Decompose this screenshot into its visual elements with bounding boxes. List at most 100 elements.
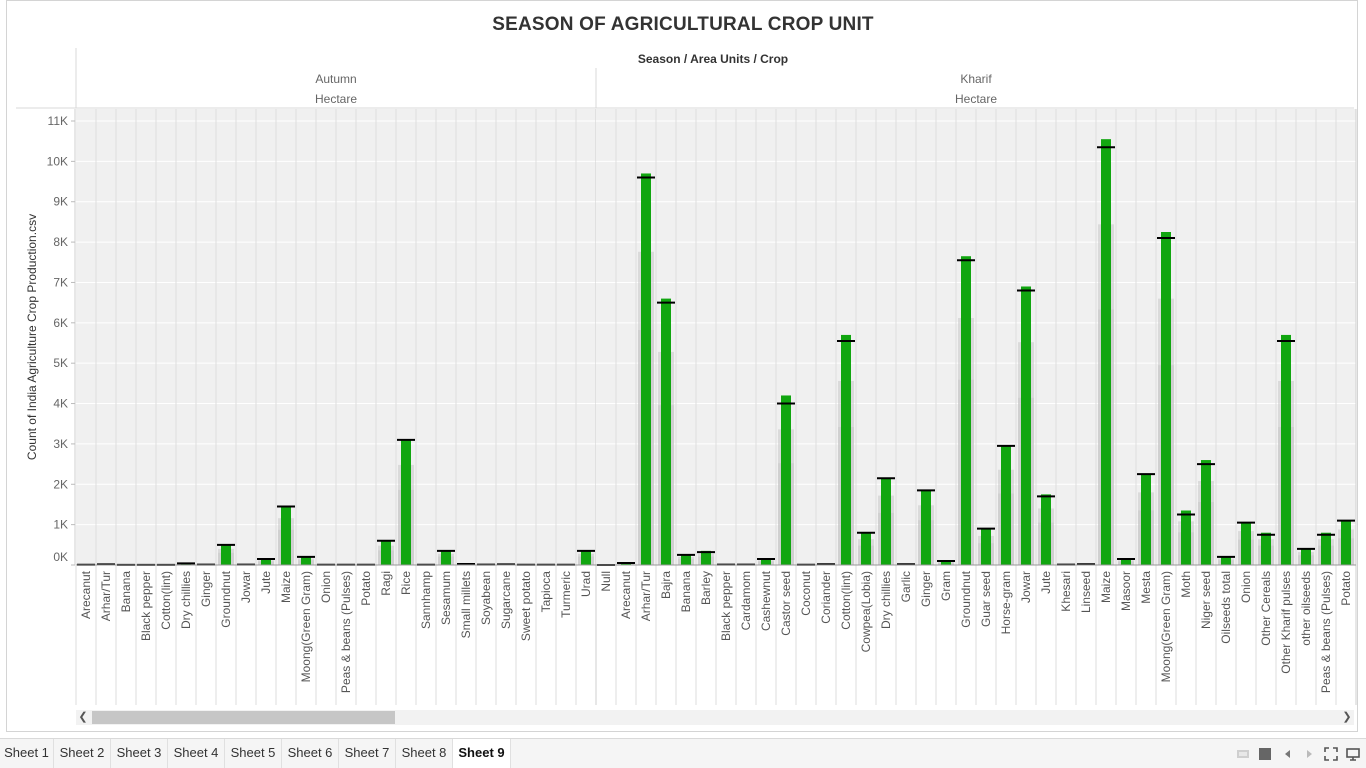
tab-sheet-3[interactable]: Sheet 3 [111,739,168,768]
bar[interactable] [1341,520,1351,565]
next-sheet-icon[interactable] [1302,747,1316,761]
x-tick-label: Potato [1339,571,1353,606]
x-tick-label: Banana [119,571,133,613]
tab-sheet-5[interactable]: Sheet 5 [225,739,282,768]
x-tick-label: Jute [259,571,273,594]
x-tick-label: Arhar/Tur [639,571,653,621]
bar[interactable] [641,173,651,566]
previous-sheet-icon[interactable] [1281,747,1295,761]
bar[interactable] [261,558,271,565]
scrollbar-thumb[interactable] [92,711,395,724]
x-tick-label: Coconut [799,570,813,615]
x-tick-label: Peas & beans (Pulses) [339,571,353,693]
x-tick-label: Horse-gram [999,571,1013,634]
bar[interactable] [681,554,691,565]
y-tick-label: 9K [53,195,68,209]
x-tick-label: Cotton(lint) [839,571,853,630]
x-tick-label: Black pepper [719,571,733,641]
bar[interactable] [1241,522,1251,565]
presentation-mode-icon[interactable] [1346,747,1360,761]
x-tick-label: Onion [319,571,333,603]
bar[interactable] [781,395,791,565]
x-tick-label: Arecanut [619,570,633,619]
bar-chart[interactable]: Season / Area Units / Crop 0K 1K 2K 3K 4K 5K 6K… [0,0,1366,708]
bar[interactable] [281,506,291,565]
bar[interactable] [621,562,631,565]
bar[interactable] [841,334,851,565]
x-tick-label: other oilseeds [1299,571,1313,646]
x-tick-label: Cashewnut [759,570,773,631]
bar[interactable] [1121,558,1131,565]
x-tick-label: Onion [1239,571,1253,603]
bar[interactable] [1021,286,1031,565]
tab-sheet-8[interactable]: Sheet 8 [396,739,453,768]
y-tick-label: 1K [53,518,68,532]
scroll-left-icon[interactable]: ❮ [78,711,88,723]
bar[interactable] [941,560,951,565]
x-tick-label: Linseed [1079,571,1093,613]
tab-sheet-9[interactable]: Sheet 9 [453,739,511,768]
tab-sheet-7[interactable]: Sheet 7 [339,739,396,768]
horizontal-scrollbar[interactable]: ❮ ❯ [76,710,1354,725]
x-tick-label: Groundnut [959,570,973,627]
bar[interactable] [1141,474,1151,565]
x-tick-label: Garlic [899,571,913,602]
bar[interactable] [1301,548,1311,565]
y-tick-label: 8K [53,235,68,249]
bar[interactable] [1321,532,1331,565]
x-tick-label: Tapioca [539,571,553,613]
bar[interactable] [1201,460,1211,565]
x-tick-label: Masoor [1119,571,1133,611]
pane-unit-label: Hectare [955,92,997,106]
bar[interactable] [401,439,411,565]
tab-sheet-1[interactable]: Sheet 1 [0,739,54,768]
bar[interactable] [1221,556,1231,565]
x-tick-label: Cotton(lint) [159,571,173,630]
bar[interactable] [1001,445,1011,565]
tab-sheet-6[interactable]: Sheet 6 [282,739,339,768]
x-tick-label: Urad [579,571,593,597]
bar[interactable] [1101,139,1111,565]
bar[interactable] [701,550,711,565]
bar[interactable] [1041,494,1051,565]
chart-title: SEASON OF AGRICULTURAL CROP UNIT [492,14,874,35]
x-tick-label: Groundnut [219,570,233,627]
bar[interactable] [661,298,671,565]
x-tick-label: Small millets [459,571,473,638]
tab-sheet-4[interactable]: Sheet 4 [168,739,225,768]
pane-unit-label: Hectare [315,92,357,106]
x-tick-label: Jowar [239,571,253,603]
bar[interactable] [981,528,991,565]
x-tick-label: Gram [939,571,953,601]
bar[interactable] [221,544,231,565]
scroll-right-icon[interactable]: ❯ [1342,711,1352,723]
bar[interactable] [1261,532,1271,565]
bar[interactable] [1181,510,1191,565]
tab-sheet-2[interactable]: Sheet 2 [54,739,111,768]
x-tick-label: Mesta [1139,571,1153,604]
x-tick-label: Other Cereals [1259,571,1273,646]
x-tick-label: Bajra [659,571,673,599]
x-tick-label: Potato [359,571,373,606]
bar[interactable] [881,478,891,565]
filmstrip-icon[interactable] [1258,747,1272,761]
x-tick-label: Black pepper [139,571,153,641]
bar[interactable] [861,532,871,565]
bar[interactable] [1161,232,1171,565]
bar[interactable] [381,540,391,565]
y-tick-label: 0K [53,550,68,564]
x-tick-label: Sesamum [439,571,453,625]
bar[interactable] [921,490,931,565]
bar[interactable] [581,550,591,565]
bar[interactable] [301,556,311,565]
bar[interactable] [961,256,971,565]
x-tick-label: Barley [699,571,713,605]
bar[interactable] [441,550,451,565]
bar[interactable] [761,558,771,565]
fit-to-screen-icon[interactable] [1324,747,1338,761]
x-tick-label: Cardamom [739,571,753,630]
bar[interactable] [1281,334,1291,565]
sheet-sorter-icon[interactable] [1236,747,1250,761]
x-tick-label: Maize [279,571,293,603]
sheet-tab-bar: Sheet 1 Sheet 2 Sheet 3 Sheet 4 Sheet 5 … [0,738,1366,768]
